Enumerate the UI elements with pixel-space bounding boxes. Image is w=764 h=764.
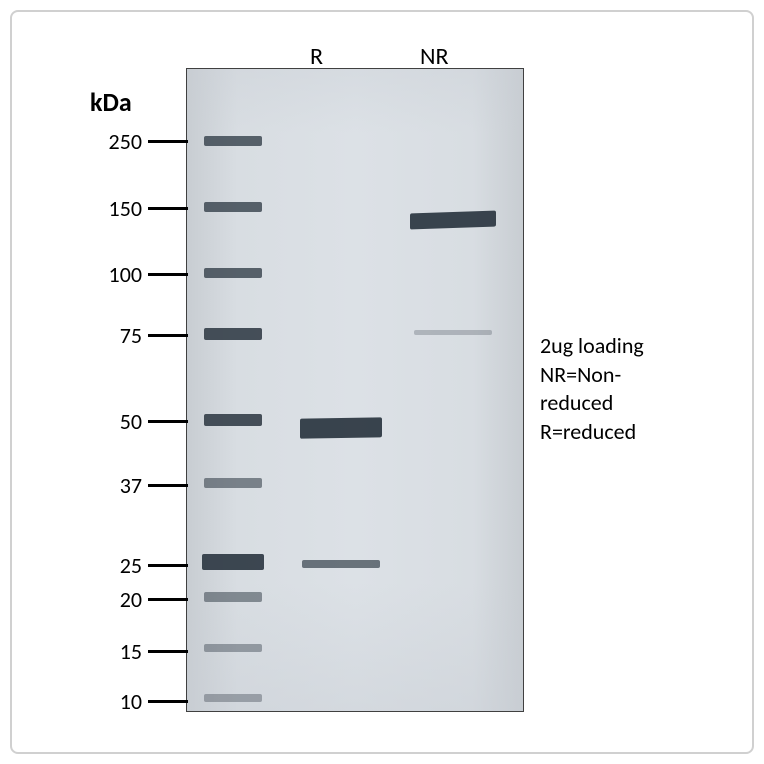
mw-marker-label: 10: [82, 688, 142, 715]
sample-band: [302, 560, 380, 568]
lane-header: NR: [420, 42, 449, 71]
mw-marker-tick: [148, 700, 188, 703]
ladder-band: [204, 414, 262, 426]
sample-band: [410, 210, 496, 229]
ladder-band: [204, 478, 262, 488]
mw-marker-tick: [148, 334, 188, 337]
mw-marker-tick: [148, 140, 188, 143]
ladder-band: [204, 268, 262, 278]
mw-marker-label: 25: [82, 552, 142, 579]
ladder-band: [202, 554, 264, 570]
sample-band: [414, 330, 492, 335]
ladder-band: [204, 328, 262, 340]
mw-marker-tick: [148, 564, 188, 567]
mw-marker-tick: [148, 650, 188, 653]
ladder-band: [204, 136, 262, 146]
mw-marker-label: 75: [82, 322, 142, 349]
ladder-band: [204, 694, 262, 702]
mw-marker-label: 15: [82, 638, 142, 665]
gel-background: [186, 68, 524, 712]
annotation-line: R=reduced: [540, 418, 644, 447]
mw-marker-tick: [148, 420, 188, 423]
sample-band: [300, 417, 382, 438]
lane-header: R: [310, 42, 323, 71]
mw-marker-tick: [148, 598, 188, 601]
mw-marker-label: 250: [82, 128, 142, 155]
annotation-line: 2ug loading: [540, 332, 644, 361]
mw-marker-tick: [148, 484, 188, 487]
mw-marker-label: 150: [82, 195, 142, 222]
mw-marker-label: 20: [82, 586, 142, 613]
ladder-band: [204, 644, 262, 652]
legend-annotation: 2ug loading NR=Non- reduced R=reduced: [540, 332, 644, 446]
mw-marker-tick: [148, 273, 188, 276]
ladder-band: [204, 202, 262, 212]
annotation-line: NR=Non-: [540, 361, 644, 390]
annotation-line: reduced: [540, 389, 644, 418]
gel-gradient: [187, 69, 523, 711]
mw-marker-label: 37: [82, 472, 142, 499]
mw-marker-label: 50: [82, 408, 142, 435]
figure-container: kDa R NR 250 150 100 75 50 37 25 20 15 10 2ug load…: [10, 10, 754, 754]
y-axis-unit-label: kDa: [90, 86, 132, 118]
mw-marker-tick: [148, 207, 188, 210]
mw-marker-label: 100: [82, 261, 142, 288]
ladder-band: [204, 592, 262, 602]
